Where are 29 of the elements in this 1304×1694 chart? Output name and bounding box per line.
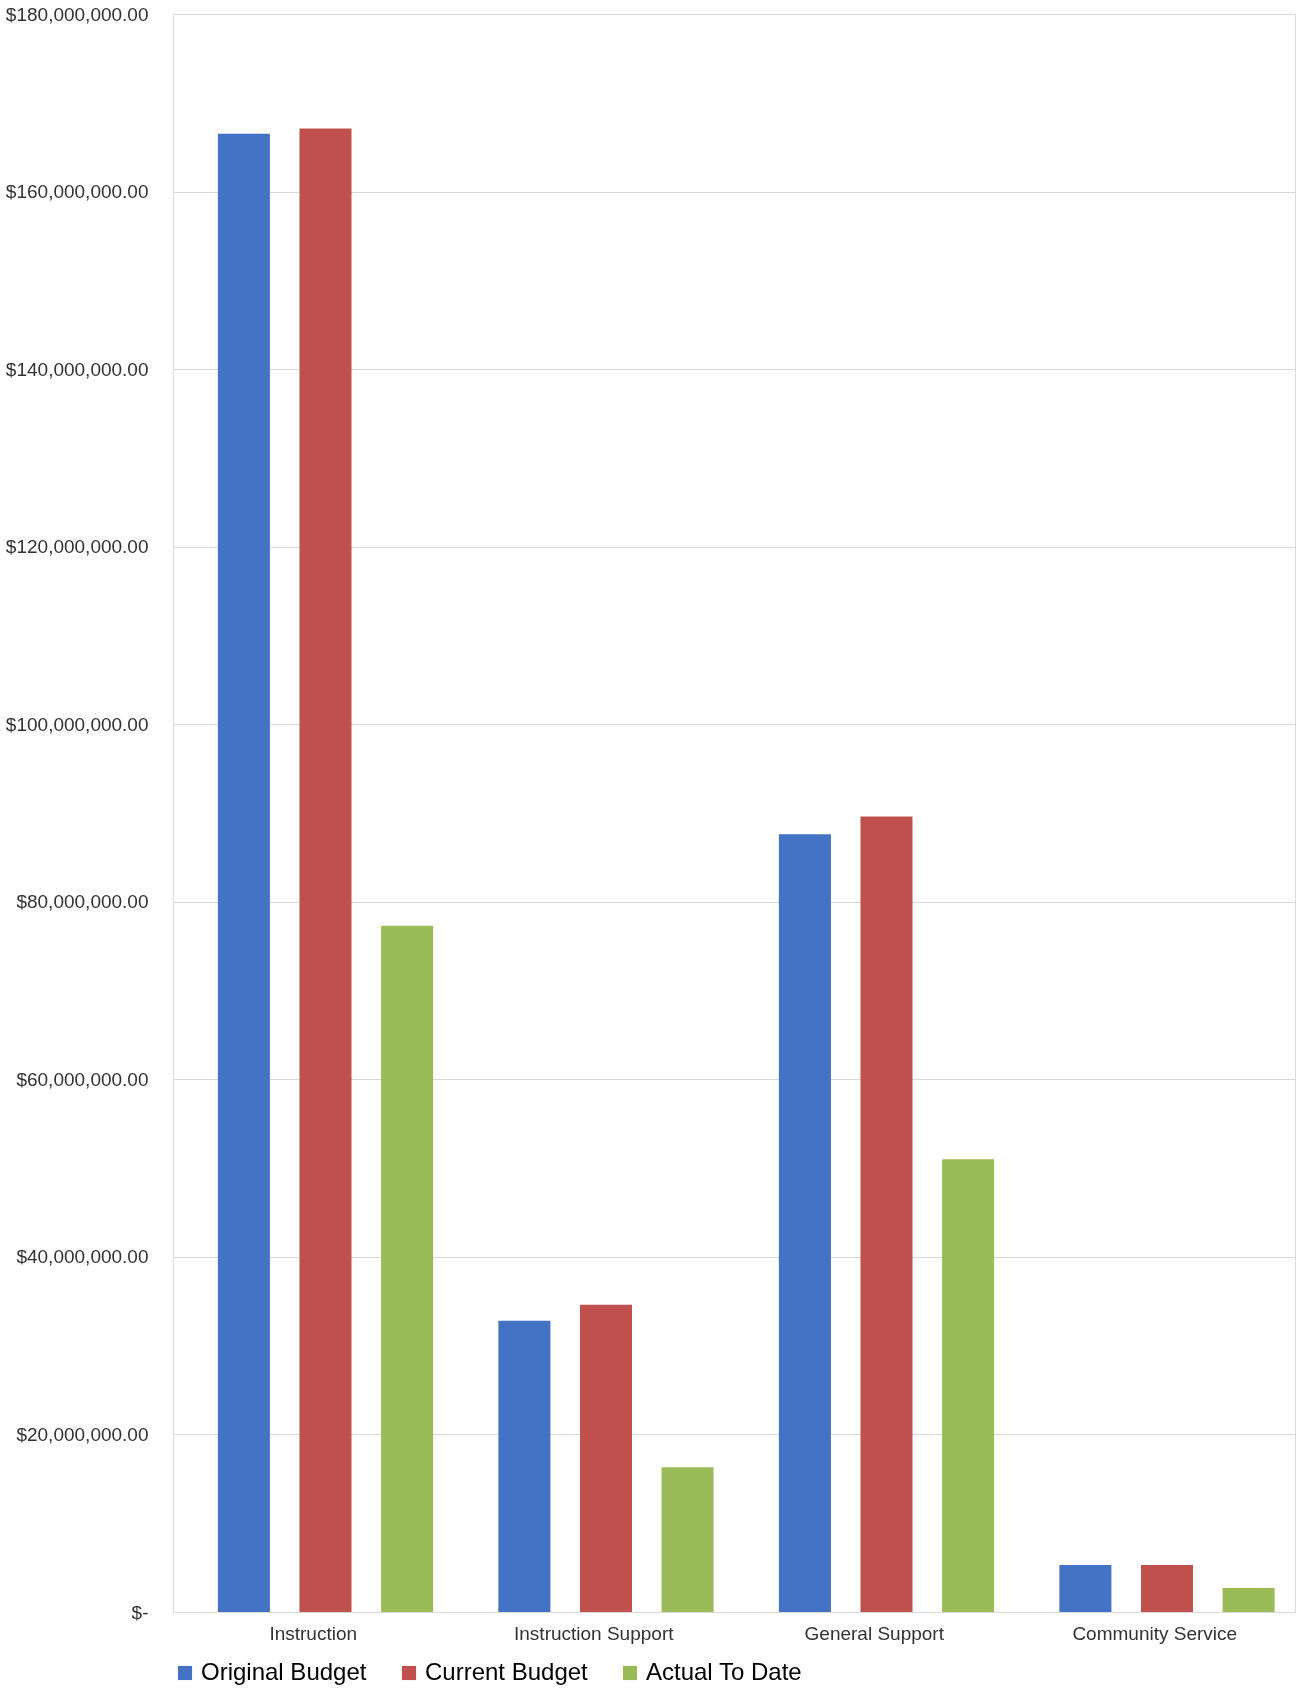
x-tick-label: General Support	[804, 1622, 945, 1644]
y-tick-label: $100,000,000.00	[5, 713, 149, 735]
bar	[1140, 1564, 1193, 1612]
y-tick-label: $80,000,000.00	[16, 891, 149, 913]
bar	[381, 925, 434, 1612]
bar	[579, 1304, 632, 1612]
bar	[217, 133, 270, 1612]
legend-label: Original Budget	[201, 1658, 367, 1685]
legend-label: Current Budget	[425, 1658, 589, 1685]
bar	[498, 1320, 551, 1612]
bar	[942, 1159, 995, 1612]
bar	[661, 1467, 714, 1612]
bar	[1059, 1564, 1112, 1612]
y-tick-label: $-	[131, 1601, 149, 1623]
legend-label: Actual To Date	[646, 1658, 802, 1685]
x-tick-label: Instruction	[269, 1622, 358, 1644]
bar	[860, 816, 913, 1612]
y-tick-label: $180,000,000.00	[5, 3, 149, 25]
bar	[1222, 1588, 1275, 1612]
y-tick-label: $40,000,000.00	[16, 1246, 149, 1268]
y-tick-label: $140,000,000.00	[5, 358, 149, 380]
y-tick-label: $120,000,000.00	[5, 536, 149, 558]
bar	[299, 128, 352, 1612]
x-tick-label: Community Service	[1072, 1622, 1238, 1644]
y-tick-label: $20,000,000.00	[16, 1423, 149, 1445]
y-tick-label: $160,000,000.00	[5, 181, 149, 203]
bar	[778, 834, 831, 1612]
y-tick-label: $60,000,000.00	[16, 1068, 149, 1090]
x-tick-label: Instruction Support	[514, 1622, 675, 1644]
